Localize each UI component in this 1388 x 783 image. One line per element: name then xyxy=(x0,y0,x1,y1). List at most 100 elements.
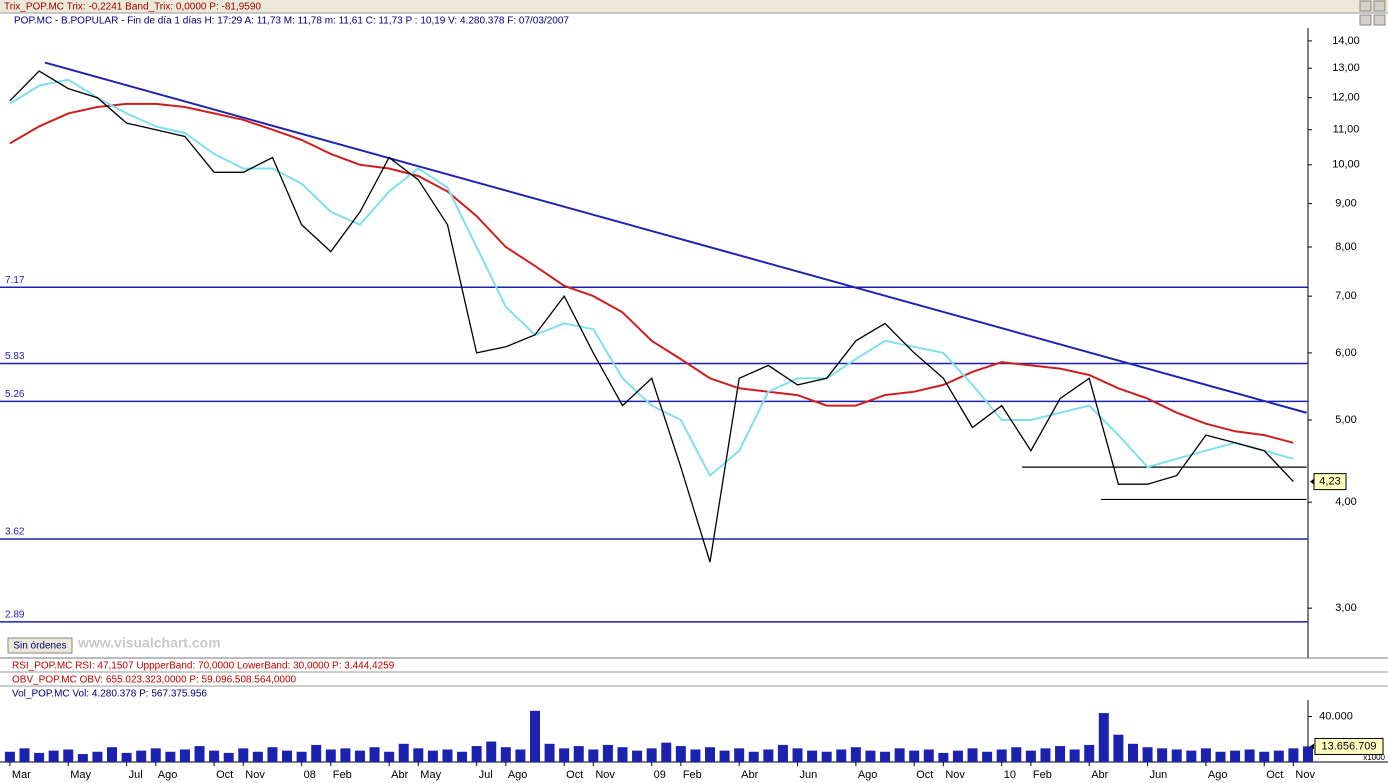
volume-bar xyxy=(150,748,161,762)
x-tick-label: Nov xyxy=(595,769,615,781)
x-tick-label: Abr xyxy=(391,769,408,781)
volume-bar xyxy=(340,748,351,762)
volume-bar xyxy=(194,746,205,762)
volume-bar xyxy=(19,748,30,762)
volume-bar xyxy=(325,749,336,762)
volume-bar xyxy=(486,741,497,762)
volume-bar xyxy=(632,750,643,762)
x-tick-label: Oct xyxy=(566,769,583,781)
volume-bar xyxy=(63,749,74,762)
volume-bar xyxy=(48,750,59,762)
volume-bar xyxy=(1127,743,1138,762)
volume-bar xyxy=(1025,750,1036,762)
volume-bar xyxy=(850,747,861,762)
volume-bar xyxy=(121,752,132,762)
watermark: www.visualchart.com xyxy=(77,635,221,651)
volume-bar xyxy=(296,751,307,762)
volume-bar xyxy=(413,748,424,762)
y-tick-label: 12,00 xyxy=(1332,92,1360,104)
volume-bar xyxy=(179,749,190,762)
volume-bar xyxy=(719,750,730,762)
volume-bar xyxy=(398,743,409,762)
volume-bar xyxy=(763,749,774,762)
volume-bar xyxy=(252,751,263,762)
close-button[interactable] xyxy=(1373,0,1386,12)
y-tick-label: 7,00 xyxy=(1335,290,1356,302)
orders-button[interactable] xyxy=(7,637,73,654)
x-tick-label: Ago xyxy=(508,769,528,781)
x-tick-label: 10 xyxy=(1004,769,1016,781)
volume-bar xyxy=(267,747,278,762)
price-line xyxy=(9,78,1294,478)
last-value-label: 4,23 xyxy=(1319,476,1340,488)
last-value-arrow xyxy=(1310,478,1314,485)
volume-bar xyxy=(748,751,759,762)
volume-bar xyxy=(690,749,701,762)
volume-bar xyxy=(923,749,934,762)
volume-bar xyxy=(967,748,978,762)
x-tick-label: Nov xyxy=(245,769,265,781)
volume-bar xyxy=(1273,750,1284,762)
x-tick-label: Jun xyxy=(800,769,818,781)
volume-bar xyxy=(1259,751,1270,762)
x-tick-label: Ago xyxy=(1208,769,1228,781)
level-label: 5.26 xyxy=(5,389,25,400)
x-tick-label: Ago xyxy=(158,769,178,781)
y-tick-label: 9,00 xyxy=(1335,198,1356,210)
panel-headers xyxy=(0,660,1388,700)
x-tick-label: May xyxy=(420,769,441,781)
volume-bar xyxy=(515,749,526,762)
close-button[interactable] xyxy=(1373,14,1386,26)
level-label: 3.62 xyxy=(5,527,25,538)
volume-bar xyxy=(1011,747,1022,762)
x-tick-label: Abr xyxy=(741,769,758,781)
minimize-button[interactable] xyxy=(1359,14,1372,26)
x-tick-label: May xyxy=(70,769,91,781)
volume-bar xyxy=(661,742,672,762)
volume-bar xyxy=(1055,746,1066,762)
volume-bar xyxy=(1288,748,1299,762)
level-label: 7.17 xyxy=(5,275,25,286)
x-tick-label: Oct xyxy=(1266,769,1283,781)
volume-bar xyxy=(529,710,540,762)
y-tick-label: 4,00 xyxy=(1335,496,1356,508)
volume-bar xyxy=(311,744,322,762)
volume-bar xyxy=(807,750,818,762)
volume-bar xyxy=(1215,751,1226,762)
y-tick-label: 5,00 xyxy=(1335,414,1356,426)
volume-bar xyxy=(1303,746,1313,762)
last-value-label: 13.656.709 xyxy=(1321,740,1376,752)
volume-bar xyxy=(77,754,88,762)
x-tick-label: Abr xyxy=(1091,769,1108,781)
rsi-header: RSI_POP.MC RSI: 47,1507 UppperBand: 70,0… xyxy=(12,661,395,672)
x-tick-label: Nov xyxy=(1295,769,1315,781)
volume-bar xyxy=(34,752,45,762)
volume-bar xyxy=(617,747,628,762)
orders-button-label: Sin órdenes xyxy=(13,641,66,652)
minimize-button[interactable] xyxy=(1359,0,1372,12)
volume-bar xyxy=(602,744,613,762)
volume-bar xyxy=(705,747,716,762)
volume-bar xyxy=(1113,734,1124,762)
volume-bar xyxy=(938,752,949,762)
y-tick-label: 14,00 xyxy=(1332,35,1360,47)
volume-bar xyxy=(1142,747,1153,762)
vol-header: Vol_POP.MC Vol: 4.280.378 P: 567.375.956 xyxy=(12,689,207,700)
volume-bar xyxy=(107,747,118,762)
x-tick-label: Feb xyxy=(683,769,702,781)
volume-bar xyxy=(427,750,438,762)
trix-header: Trix_POP.MC Trix: -0,2241 Band_Trix: 0,0… xyxy=(4,2,261,13)
x-tick-label: Oct xyxy=(216,769,233,781)
volume-bar xyxy=(573,746,584,762)
volume-bar xyxy=(4,751,15,762)
x-tick-label: Jul xyxy=(479,769,493,781)
price-line xyxy=(9,102,1294,444)
y-tick-label: 40.000 xyxy=(1319,710,1353,722)
y-tick-label: 11,00 xyxy=(1333,124,1360,136)
volume-bar xyxy=(92,751,103,762)
volume-bar xyxy=(1084,744,1095,762)
volume-bar xyxy=(457,751,468,762)
x-tick-label: 09 xyxy=(654,769,666,781)
volume-bar xyxy=(675,746,686,762)
volume-bar xyxy=(909,750,920,762)
